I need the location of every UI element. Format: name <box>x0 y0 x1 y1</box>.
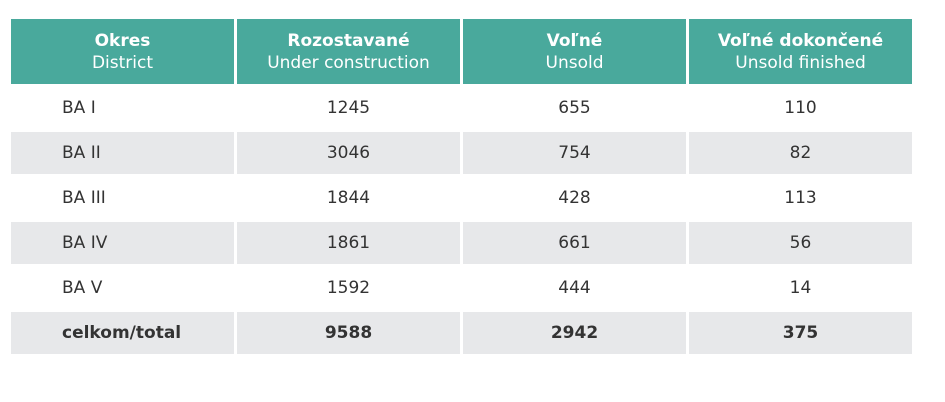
cell-unsold: 655 <box>463 87 686 129</box>
cell-unsold-finished: 113 <box>689 177 912 219</box>
cell-district: BA III <box>11 177 234 219</box>
total-row: celkom/total 9588 2942 375 <box>11 312 912 354</box>
header-unsold-main: Voľné <box>546 30 603 51</box>
cell-district: BA II <box>11 132 234 174</box>
header-unsold-finished: Voľné dokončené Unsold finished <box>689 19 912 84</box>
cell-unsold-finished: 14 <box>689 267 912 309</box>
cell-district: BA V <box>11 267 234 309</box>
header-district-sub: District <box>91 52 154 73</box>
header-unsold-finished-main: Voľné dokončené <box>717 30 884 51</box>
table-row: BA IV 1861 661 56 <box>11 222 912 264</box>
cell-total-under-construction: 9588 <box>237 312 460 354</box>
cell-total-label: celkom/total <box>11 312 234 354</box>
cell-unsold: 444 <box>463 267 686 309</box>
cell-unsold: 428 <box>463 177 686 219</box>
cell-unsold-finished: 56 <box>689 222 912 264</box>
cell-under-construction: 3046 <box>237 132 460 174</box>
cell-district: BA IV <box>11 222 234 264</box>
header-under-construction-sub: Under construction <box>267 52 430 73</box>
table-row: BA V 1592 444 14 <box>11 267 912 309</box>
cell-unsold-finished: 110 <box>689 87 912 129</box>
cell-under-construction: 1844 <box>237 177 460 219</box>
table-row: BA III 1844 428 113 <box>11 177 912 219</box>
header-row: Okres District Rozostavané Under constru… <box>11 19 912 84</box>
table-row: BA II 3046 754 82 <box>11 132 912 174</box>
header-under-construction-main: Rozostavané <box>287 30 410 51</box>
cell-under-construction: 1861 <box>237 222 460 264</box>
cell-unsold: 661 <box>463 222 686 264</box>
cell-unsold: 754 <box>463 132 686 174</box>
housing-table: Okres District Rozostavané Under constru… <box>8 16 915 357</box>
header-under-construction: Rozostavané Under construction <box>237 19 460 84</box>
header-unsold-sub: Unsold <box>545 52 604 73</box>
housing-table-container: Okres District Rozostavané Under constru… <box>11 19 912 354</box>
cell-district: BA I <box>11 87 234 129</box>
header-unsold: Voľné Unsold <box>463 19 686 84</box>
cell-under-construction: 1245 <box>237 87 460 129</box>
cell-total-unsold-finished: 375 <box>689 312 912 354</box>
cell-under-construction: 1592 <box>237 267 460 309</box>
table-row: BA I 1245 655 110 <box>11 87 912 129</box>
cell-total-unsold: 2942 <box>463 312 686 354</box>
header-unsold-finished-sub: Unsold finished <box>735 52 866 73</box>
header-district-main: Okres <box>94 30 151 51</box>
header-district: Okres District <box>11 19 234 84</box>
cell-unsold-finished: 82 <box>689 132 912 174</box>
